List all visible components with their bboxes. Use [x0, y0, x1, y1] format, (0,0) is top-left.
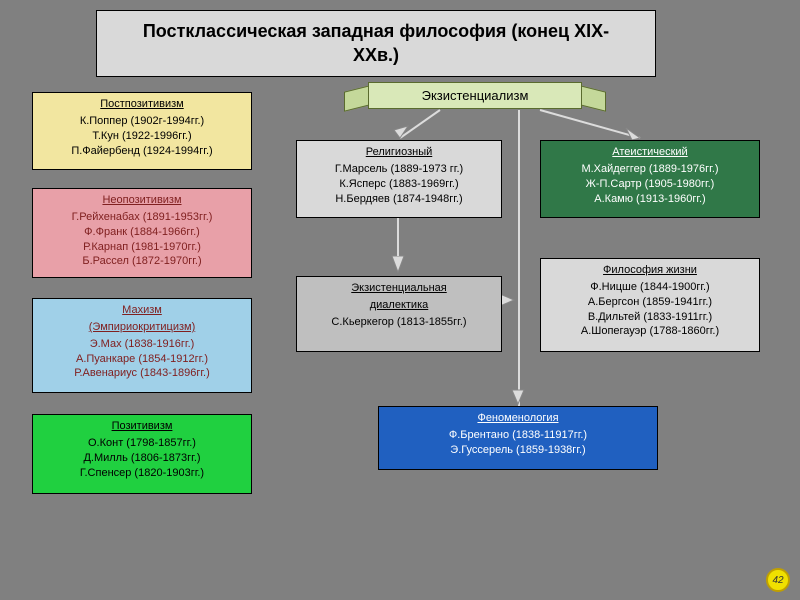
box-header2: (Эмпириокритицизм) [39, 320, 245, 335]
box-line: М.Хайдеггер (1889-1976гг.) [547, 162, 753, 177]
box-positivism: Позитивизм О.Конт (1798-1857гг.)Д.Милль (… [32, 414, 252, 494]
box-line: Ф.Брентано (1838-11917гг.) [385, 428, 651, 443]
box-line: В.Дильтей (1833-1911гг.) [547, 310, 753, 325]
box-header: Феноменология [385, 411, 651, 426]
box-religious: Религиозный Г.Марсель (1889-1973 гг.)К.Яс… [296, 140, 502, 218]
page-number: 42 [766, 568, 790, 592]
box-atheist: Атеистический М.Хайдеггер (1889-1976гг.)Ж… [540, 140, 760, 218]
box-header: Религиозный [303, 145, 495, 160]
box-line: Г.Рейхенабах (1891-1953гг.) [39, 210, 245, 225]
box-machism: Махизм (Эмпириокритицизм) Э.Мах (1838-1916… [32, 298, 252, 393]
box-line: Ф.Ницше (1844-1900гг.) [547, 280, 753, 295]
box-line: А.Бергсон (1859-1941гг.) [547, 295, 753, 310]
box-line: Т.Кун (1922-1996гг.) [39, 129, 245, 144]
box-postpositivism: Постпозитивизм К.Поппер (1902г-1994гг.)Т.… [32, 92, 252, 170]
box-line: А.Пуанкаре (1854-1912гг.) [39, 352, 245, 367]
connector-vertical [518, 110, 520, 406]
box-line: К.Поппер (1902г-1994гг.) [39, 114, 245, 129]
box-line: Р.Карнап (1981-1970гг.) [39, 240, 245, 255]
box-line: Э.Мах (1838-1916гг.) [39, 337, 245, 352]
box-header: Махизм [39, 303, 245, 318]
box-neopositivism: Неопозитивизм Г.Рейхенабах (1891-1953гг.)… [32, 188, 252, 278]
box-line: Н.Бердяев (1874-1948гг.) [303, 192, 495, 207]
box-line: А.Шопегауэр (1788-1860гг.) [547, 324, 753, 339]
box-line: О.Конт (1798-1857гг.) [39, 436, 245, 451]
banner-existentialism-ribbon: Экзистенциализм [358, 82, 592, 110]
box-header: Постпозитивизм [39, 97, 245, 112]
box-line: Р.Авенариус (1843-1896гг.) [39, 366, 245, 381]
box-header: Позитивизм [39, 419, 245, 434]
box-line: Г.Марсель (1889-1973 гг.) [303, 162, 495, 177]
box-line: А.Камю (1913-1960гг.) [547, 192, 753, 207]
box-header: Атеистический [547, 145, 753, 160]
box-header: Философия жизни [547, 263, 753, 278]
box-header: Экзистенциальная [303, 281, 495, 296]
box-line: Э.Гуссерель (1859-1938гг.) [385, 443, 651, 458]
banner-label: Экзистенциализм [422, 88, 529, 103]
box-line: С.Кьеркегор (1813-1855гг.) [303, 315, 495, 330]
box-life-philosophy: Философия жизни Ф.Ницше (1844-1900гг.)А.Б… [540, 258, 760, 352]
box-line: Ф.Франк (1884-1966гг.) [39, 225, 245, 240]
box-line: П.Файербенд (1924-1994гг.) [39, 144, 245, 159]
box-line: К.Ясперс (1883-1969гг.) [303, 177, 495, 192]
box-line: Г.Спенсер (1820-1903гг.) [39, 466, 245, 481]
box-phenomenology: Феноменология Ф.Брентано (1838-11917гг.)Э… [378, 406, 658, 470]
box-line: Ж-П.Сартр (1905-1980гг.) [547, 177, 753, 192]
box-header2: диалектика [303, 298, 495, 313]
box-exist-dialectic: Экзистенциальная диалектика С.Кьеркегор (1… [296, 276, 502, 352]
title-text: Постклассическая западная философия (кон… [143, 21, 609, 65]
box-line: Д.Милль (1806-1873гг.) [39, 451, 245, 466]
box-line: Б.Рассел (1872-1970гг.) [39, 254, 245, 269]
box-header: Неопозитивизм [39, 193, 245, 208]
diagram-title: Постклассическая западная философия (кон… [96, 10, 656, 77]
